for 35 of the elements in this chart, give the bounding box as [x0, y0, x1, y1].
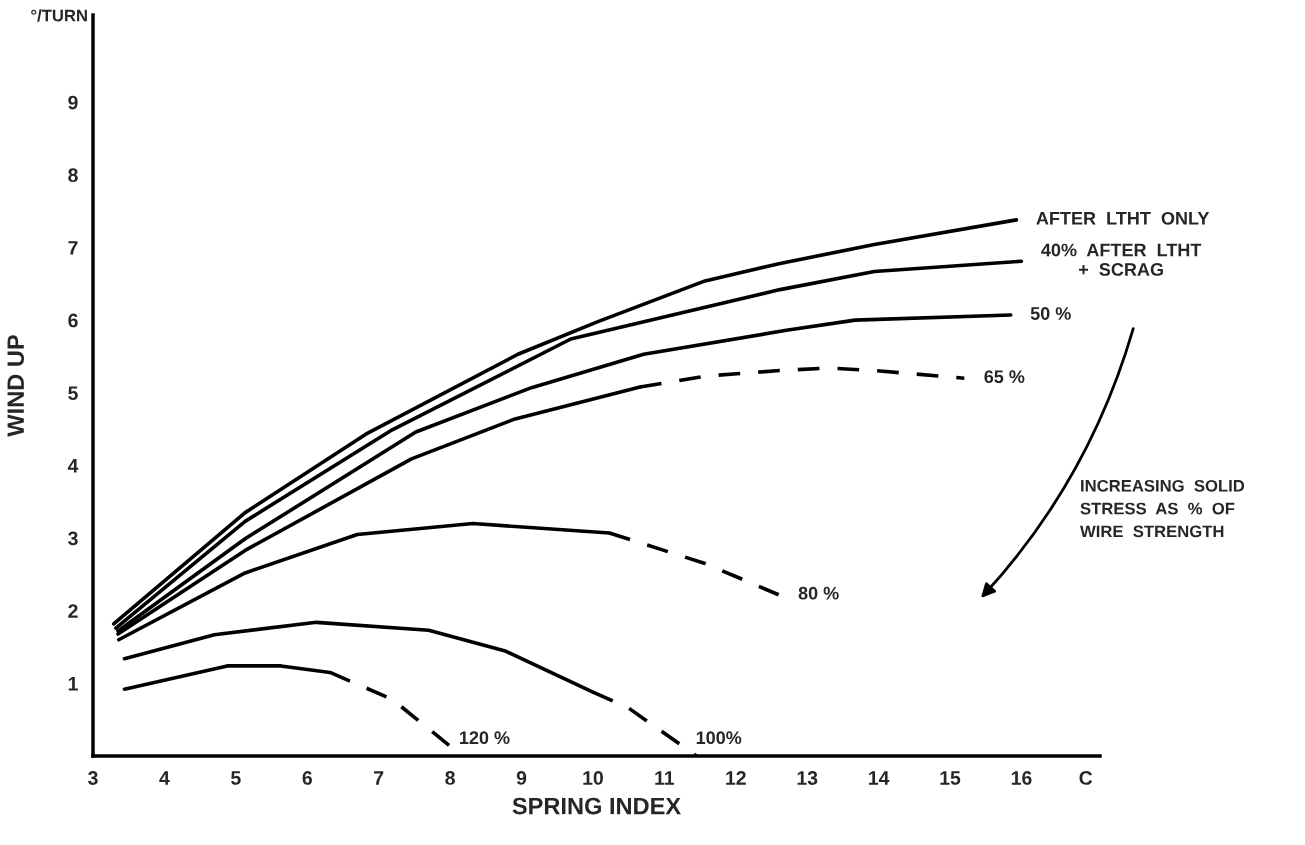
x-tick-label: 11	[655, 771, 675, 785]
annotation: INCREASING SOLID STRESS AS % OF WIRE STRENGTH	[1080, 479, 1245, 538]
text: °/TURN	[31, 9, 87, 22]
y-tick-label: 8	[68, 168, 78, 183]
y-tick-label: 5	[68, 386, 78, 400]
x-tick-label: 8	[445, 771, 455, 785]
x-tick-label: C	[1079, 771, 1093, 785]
x-tick-label: 10	[583, 771, 603, 785]
x-tick-label: 13	[797, 771, 818, 785]
annotation: 80 %	[798, 586, 839, 600]
x-tick-label: 6	[302, 771, 312, 785]
y-tick-label: 2	[68, 604, 78, 618]
annotation: 50 %	[1030, 307, 1071, 320]
y-tick-label: 1	[68, 677, 78, 691]
x-tick-label: 3	[88, 771, 98, 785]
x-tick-label: 5	[231, 771, 241, 785]
x-tick-label: 12	[726, 771, 746, 785]
x-tick-label: 9	[516, 771, 527, 785]
y-axis-title: WIND UP	[7, 335, 25, 437]
x-tick-label: 15	[940, 771, 961, 785]
y-tick-label: 3	[68, 531, 78, 546]
y-tick-label: 6	[68, 313, 78, 328]
annotation: 100%	[696, 731, 742, 745]
x-axis-title: SPRING INDEX	[512, 797, 681, 815]
y-tick-label: 9	[68, 95, 78, 110]
y-tick-label: 4	[67, 459, 79, 473]
x-tick-label: 7	[374, 771, 384, 785]
annotation: AFTER LTHT ONLY	[1036, 211, 1210, 225]
annotation: 120 %	[460, 731, 510, 745]
y-tick-label: 7	[68, 241, 78, 255]
annotation: 65 %	[984, 370, 1025, 384]
x-tick-label: 16	[1011, 771, 1032, 785]
annotation: 40% AFTER LTHT + SCRAG	[1041, 243, 1202, 276]
x-tick-label: 14	[869, 771, 890, 785]
x-tick-label: 4	[159, 771, 170, 785]
